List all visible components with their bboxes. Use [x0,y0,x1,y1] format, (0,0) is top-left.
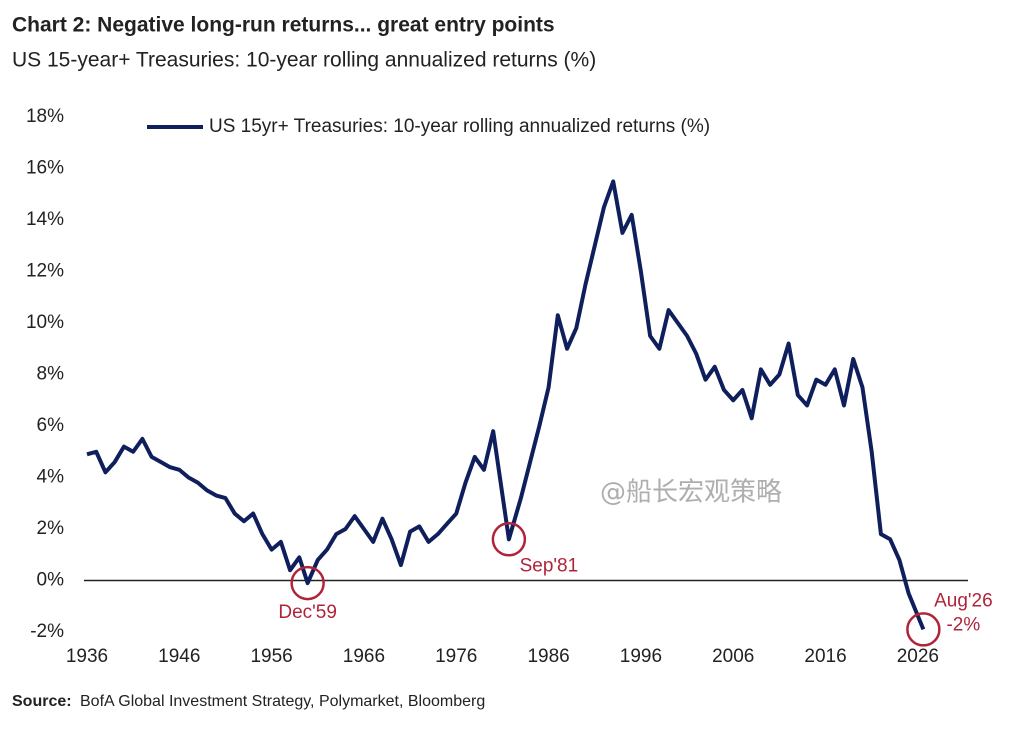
y-tick-label: 2% [37,518,65,539]
x-tick-label: 1936 [66,646,108,667]
x-tick-label: 1956 [250,646,292,667]
y-tick-label: 8% [37,364,65,385]
annotation-circle [491,522,527,557]
y-tick-label: 16% [26,158,64,179]
annotation-label: Sep'81 [520,555,579,576]
legend-label: US 15yr+ Treasuries: 10-year rolling ann… [209,116,710,137]
chart-subtitle: US 15-year+ Treasuries: 10-year rolling … [12,49,596,72]
annotation-label: Dec'59 [278,602,337,623]
y-tick-label: 10% [26,312,64,333]
watermark: @船长宏观策略 [600,478,782,508]
y-tick-label: 18% [26,106,64,127]
source-label: Source: [12,693,72,710]
annotation-label: Aug'26 [934,590,993,611]
x-tick-label: 2026 [897,646,939,667]
y-tick-label: 12% [26,261,64,282]
source: BofA Global Investment Strategy, Polymar… [80,693,485,710]
x-tick-label: 1996 [620,646,662,667]
y-tick-label: 4% [37,467,65,488]
y-tick-label: -2% [30,621,64,642]
series-line [86,179,926,631]
y-tick-label: 0% [37,570,65,591]
x-tick-label: 2006 [712,646,754,667]
y-tick-label: 14% [26,209,64,230]
annotation-circle [906,612,941,647]
x-tick-label: 2016 [804,646,846,667]
annotation-value: -2% [946,614,980,635]
chart-title: Chart 2: Negative long-run returns... gr… [12,14,555,37]
y-tick-label: 6% [37,415,65,436]
x-tick-label: 1986 [527,646,569,667]
annotation-circle [290,565,325,601]
x-tick-label: 1976 [435,646,477,667]
x-tick-label: 1966 [343,646,385,667]
x-tick-label: 1946 [158,646,200,667]
